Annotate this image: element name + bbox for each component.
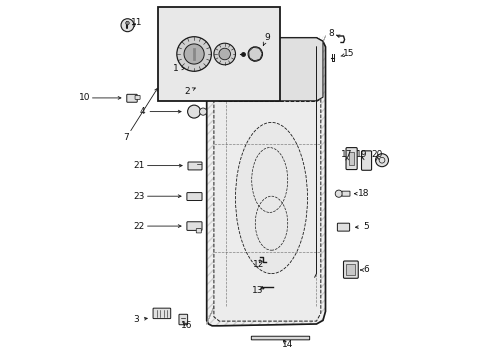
Circle shape [247, 47, 262, 61]
Text: 2: 2 [183, 87, 189, 96]
FancyBboxPatch shape [153, 308, 170, 319]
Text: 5: 5 [363, 222, 368, 231]
Polygon shape [212, 38, 322, 101]
FancyBboxPatch shape [343, 261, 358, 278]
Circle shape [375, 154, 387, 167]
Text: 7: 7 [123, 133, 129, 142]
Text: 21: 21 [133, 161, 145, 170]
Circle shape [219, 48, 230, 60]
Text: 15: 15 [343, 49, 354, 58]
Text: 17: 17 [340, 150, 352, 158]
FancyBboxPatch shape [348, 152, 353, 165]
FancyBboxPatch shape [346, 148, 356, 170]
Text: 12: 12 [252, 260, 264, 269]
Text: 22: 22 [134, 222, 145, 231]
Polygon shape [213, 99, 320, 321]
FancyBboxPatch shape [187, 162, 202, 170]
Text: 8: 8 [328, 29, 334, 37]
Circle shape [125, 21, 129, 25]
Text: 1: 1 [172, 64, 178, 73]
Polygon shape [206, 38, 325, 326]
Text: 11: 11 [130, 18, 142, 27]
Circle shape [121, 19, 134, 32]
Text: 13: 13 [252, 287, 264, 295]
Text: 14: 14 [282, 341, 293, 349]
FancyBboxPatch shape [196, 229, 201, 233]
Text: 4: 4 [139, 107, 144, 116]
Circle shape [187, 105, 200, 118]
FancyBboxPatch shape [342, 191, 349, 196]
FancyBboxPatch shape [361, 151, 371, 170]
Text: 23: 23 [133, 192, 145, 201]
Bar [158, 7, 280, 101]
Circle shape [199, 108, 206, 115]
FancyBboxPatch shape [126, 94, 137, 102]
Circle shape [213, 43, 235, 65]
Text: 6: 6 [363, 266, 368, 274]
FancyBboxPatch shape [186, 222, 202, 230]
Text: 18: 18 [357, 189, 368, 198]
Text: 3: 3 [133, 315, 139, 324]
FancyBboxPatch shape [186, 193, 202, 201]
Text: 16: 16 [181, 321, 192, 330]
Text: 10: 10 [79, 94, 90, 102]
FancyBboxPatch shape [189, 66, 202, 75]
FancyBboxPatch shape [179, 314, 187, 325]
Circle shape [183, 44, 204, 64]
FancyBboxPatch shape [251, 336, 309, 340]
Ellipse shape [235, 122, 307, 274]
Circle shape [335, 190, 342, 197]
Text: 9: 9 [264, 33, 269, 42]
Circle shape [177, 37, 211, 71]
FancyBboxPatch shape [135, 95, 140, 99]
Text: 20: 20 [370, 150, 382, 158]
Text: 19: 19 [355, 150, 367, 158]
FancyBboxPatch shape [346, 264, 354, 275]
FancyBboxPatch shape [337, 223, 349, 231]
